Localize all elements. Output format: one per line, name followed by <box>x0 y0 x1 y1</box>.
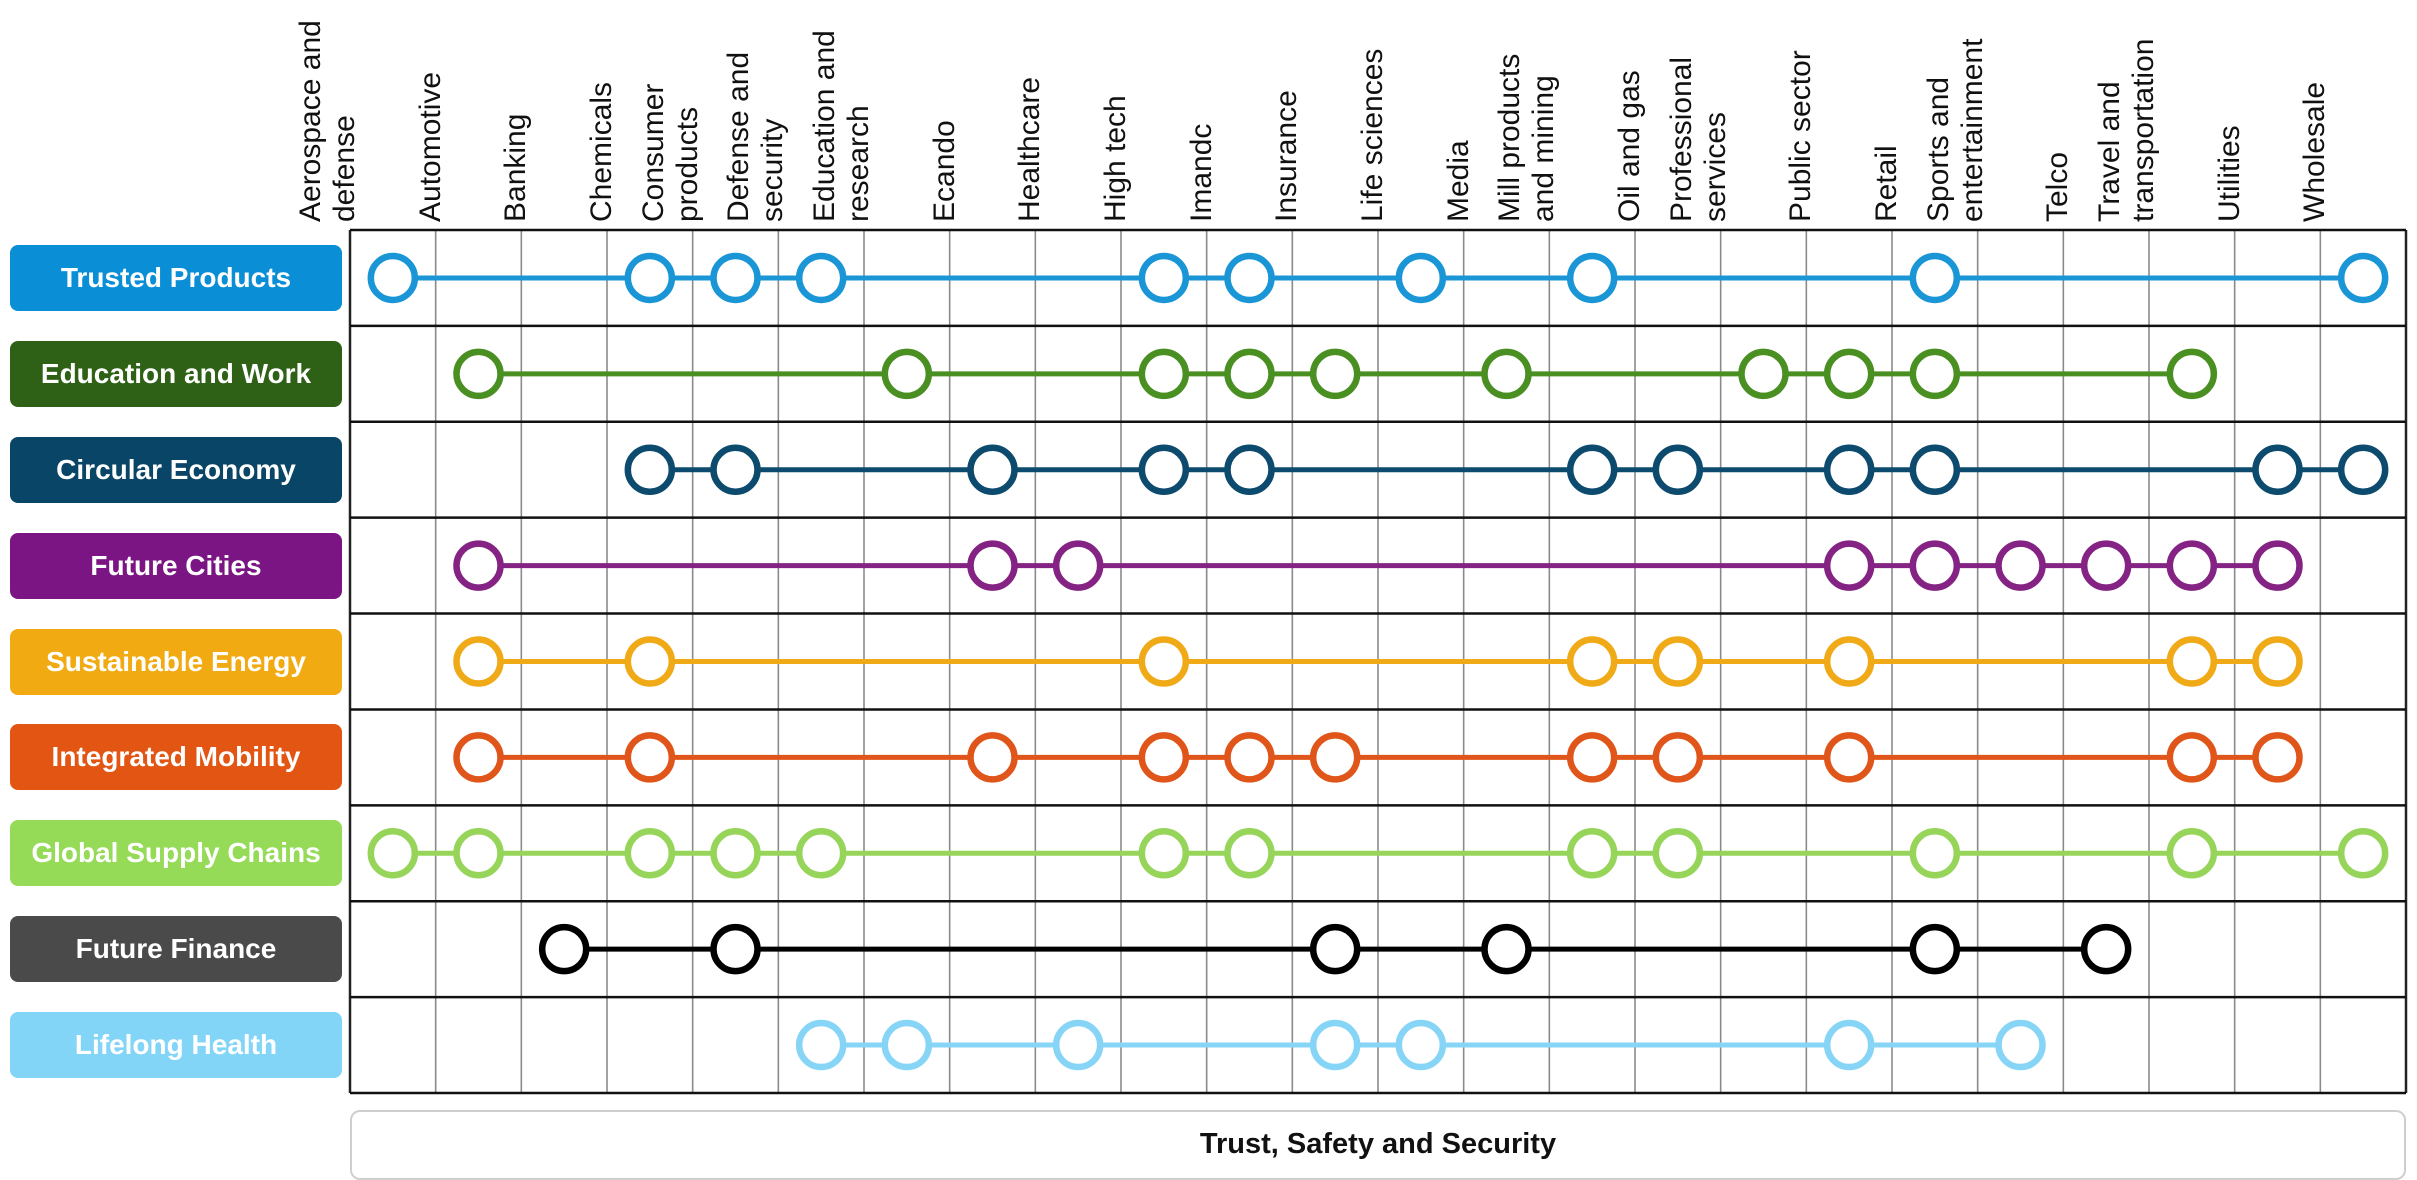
node-circle <box>710 923 761 975</box>
node-circle <box>1481 348 1532 400</box>
node-circle <box>2337 252 2389 304</box>
node-circle <box>453 732 504 783</box>
node-circle <box>2166 732 2218 783</box>
row-label: Future Finance <box>10 916 342 983</box>
row-label: Trusted Products <box>10 244 342 311</box>
node-circle <box>1652 732 1704 783</box>
node-circle <box>1738 348 1789 400</box>
node-circle <box>2080 540 2132 591</box>
node-circle <box>1138 348 1190 400</box>
node-circle <box>2252 444 2303 495</box>
node-circle <box>367 252 419 304</box>
node-circle <box>1138 444 1190 495</box>
node-circle <box>1909 348 1961 400</box>
node-circle <box>1566 444 1618 495</box>
node-circle <box>1224 732 1275 783</box>
node-circle <box>624 828 676 879</box>
node-circle <box>1395 252 1447 304</box>
node-circle <box>1138 636 1190 687</box>
node-circle <box>538 923 590 975</box>
node-circle <box>1138 252 1190 304</box>
node-circle <box>453 636 504 687</box>
node-circle <box>2252 540 2303 591</box>
node-circle <box>1309 923 1361 975</box>
node-circle <box>624 444 676 495</box>
row-label: Lifelong Health <box>10 1012 342 1079</box>
row-label: Integrated Mobility <box>10 724 342 791</box>
node-circle <box>1823 636 1875 687</box>
node-circle <box>1138 828 1190 879</box>
footer-bar: Trust, Safety and Security <box>350 1110 2406 1180</box>
row-label: Global Supply Chains <box>10 820 342 887</box>
node-circle <box>453 540 504 591</box>
node-circle <box>624 732 676 783</box>
connection-matrix <box>348 228 2408 1095</box>
node-circle <box>881 348 933 400</box>
node-circle <box>2080 923 2132 975</box>
node-circle <box>967 444 1018 495</box>
node-circle <box>710 252 761 304</box>
node-circle <box>1566 252 1618 304</box>
node-circle <box>1224 828 1275 879</box>
node-circle <box>1481 923 1532 975</box>
node-circle <box>1566 636 1618 687</box>
node-circle <box>1823 540 1875 591</box>
node-circle <box>1224 348 1275 400</box>
node-circle <box>1823 1019 1875 1071</box>
node-circle <box>624 636 676 687</box>
node-circle <box>967 540 1018 591</box>
node-circle <box>2166 636 2218 687</box>
node-circle <box>1309 732 1361 783</box>
node-circle <box>881 1019 933 1071</box>
row-label: Sustainable Energy <box>10 628 342 695</box>
node-circle <box>1909 540 1961 591</box>
node-circle <box>1909 828 1961 879</box>
node-circle <box>2252 636 2303 687</box>
node-circle <box>1138 732 1190 783</box>
row-label: Future Cities <box>10 532 342 599</box>
node-circle <box>1823 444 1875 495</box>
node-circle <box>1823 732 1875 783</box>
node-circle <box>1909 444 1961 495</box>
node-circle <box>710 444 761 495</box>
node-circle <box>1566 732 1618 783</box>
node-circle <box>1823 348 1875 400</box>
node-circle <box>2252 732 2303 783</box>
node-circle <box>1052 540 1104 591</box>
node-circle <box>795 828 847 879</box>
node-circle <box>2166 540 2218 591</box>
node-circle <box>1652 636 1704 687</box>
row-label: Circular Economy <box>10 436 342 503</box>
node-circle <box>795 1019 847 1071</box>
node-circle <box>710 828 761 879</box>
node-circle <box>2166 828 2218 879</box>
node-circle <box>1909 252 1961 304</box>
node-circle <box>1909 923 1961 975</box>
node-circle <box>1652 444 1704 495</box>
row-label: Education and Work <box>10 340 342 407</box>
node-circle <box>624 252 676 304</box>
node-circle <box>1224 444 1275 495</box>
node-circle <box>367 828 419 879</box>
node-circle <box>2337 444 2389 495</box>
node-circle <box>453 828 504 879</box>
node-circle <box>1309 1019 1361 1071</box>
node-circle <box>1395 1019 1447 1071</box>
node-circle <box>967 732 1018 783</box>
node-circle <box>1224 252 1275 304</box>
node-circle <box>1309 348 1361 400</box>
node-circle <box>795 252 847 304</box>
node-circle <box>1995 1019 2046 1071</box>
footer-label: Trust, Safety and Security <box>1199 1128 1557 1160</box>
node-circle <box>1566 828 1618 879</box>
node-circle <box>2166 348 2218 400</box>
node-circle <box>2337 828 2389 879</box>
node-circle <box>1652 828 1704 879</box>
node-circle <box>453 348 504 400</box>
node-circle <box>1052 1019 1104 1071</box>
node-circle <box>1995 540 2046 591</box>
